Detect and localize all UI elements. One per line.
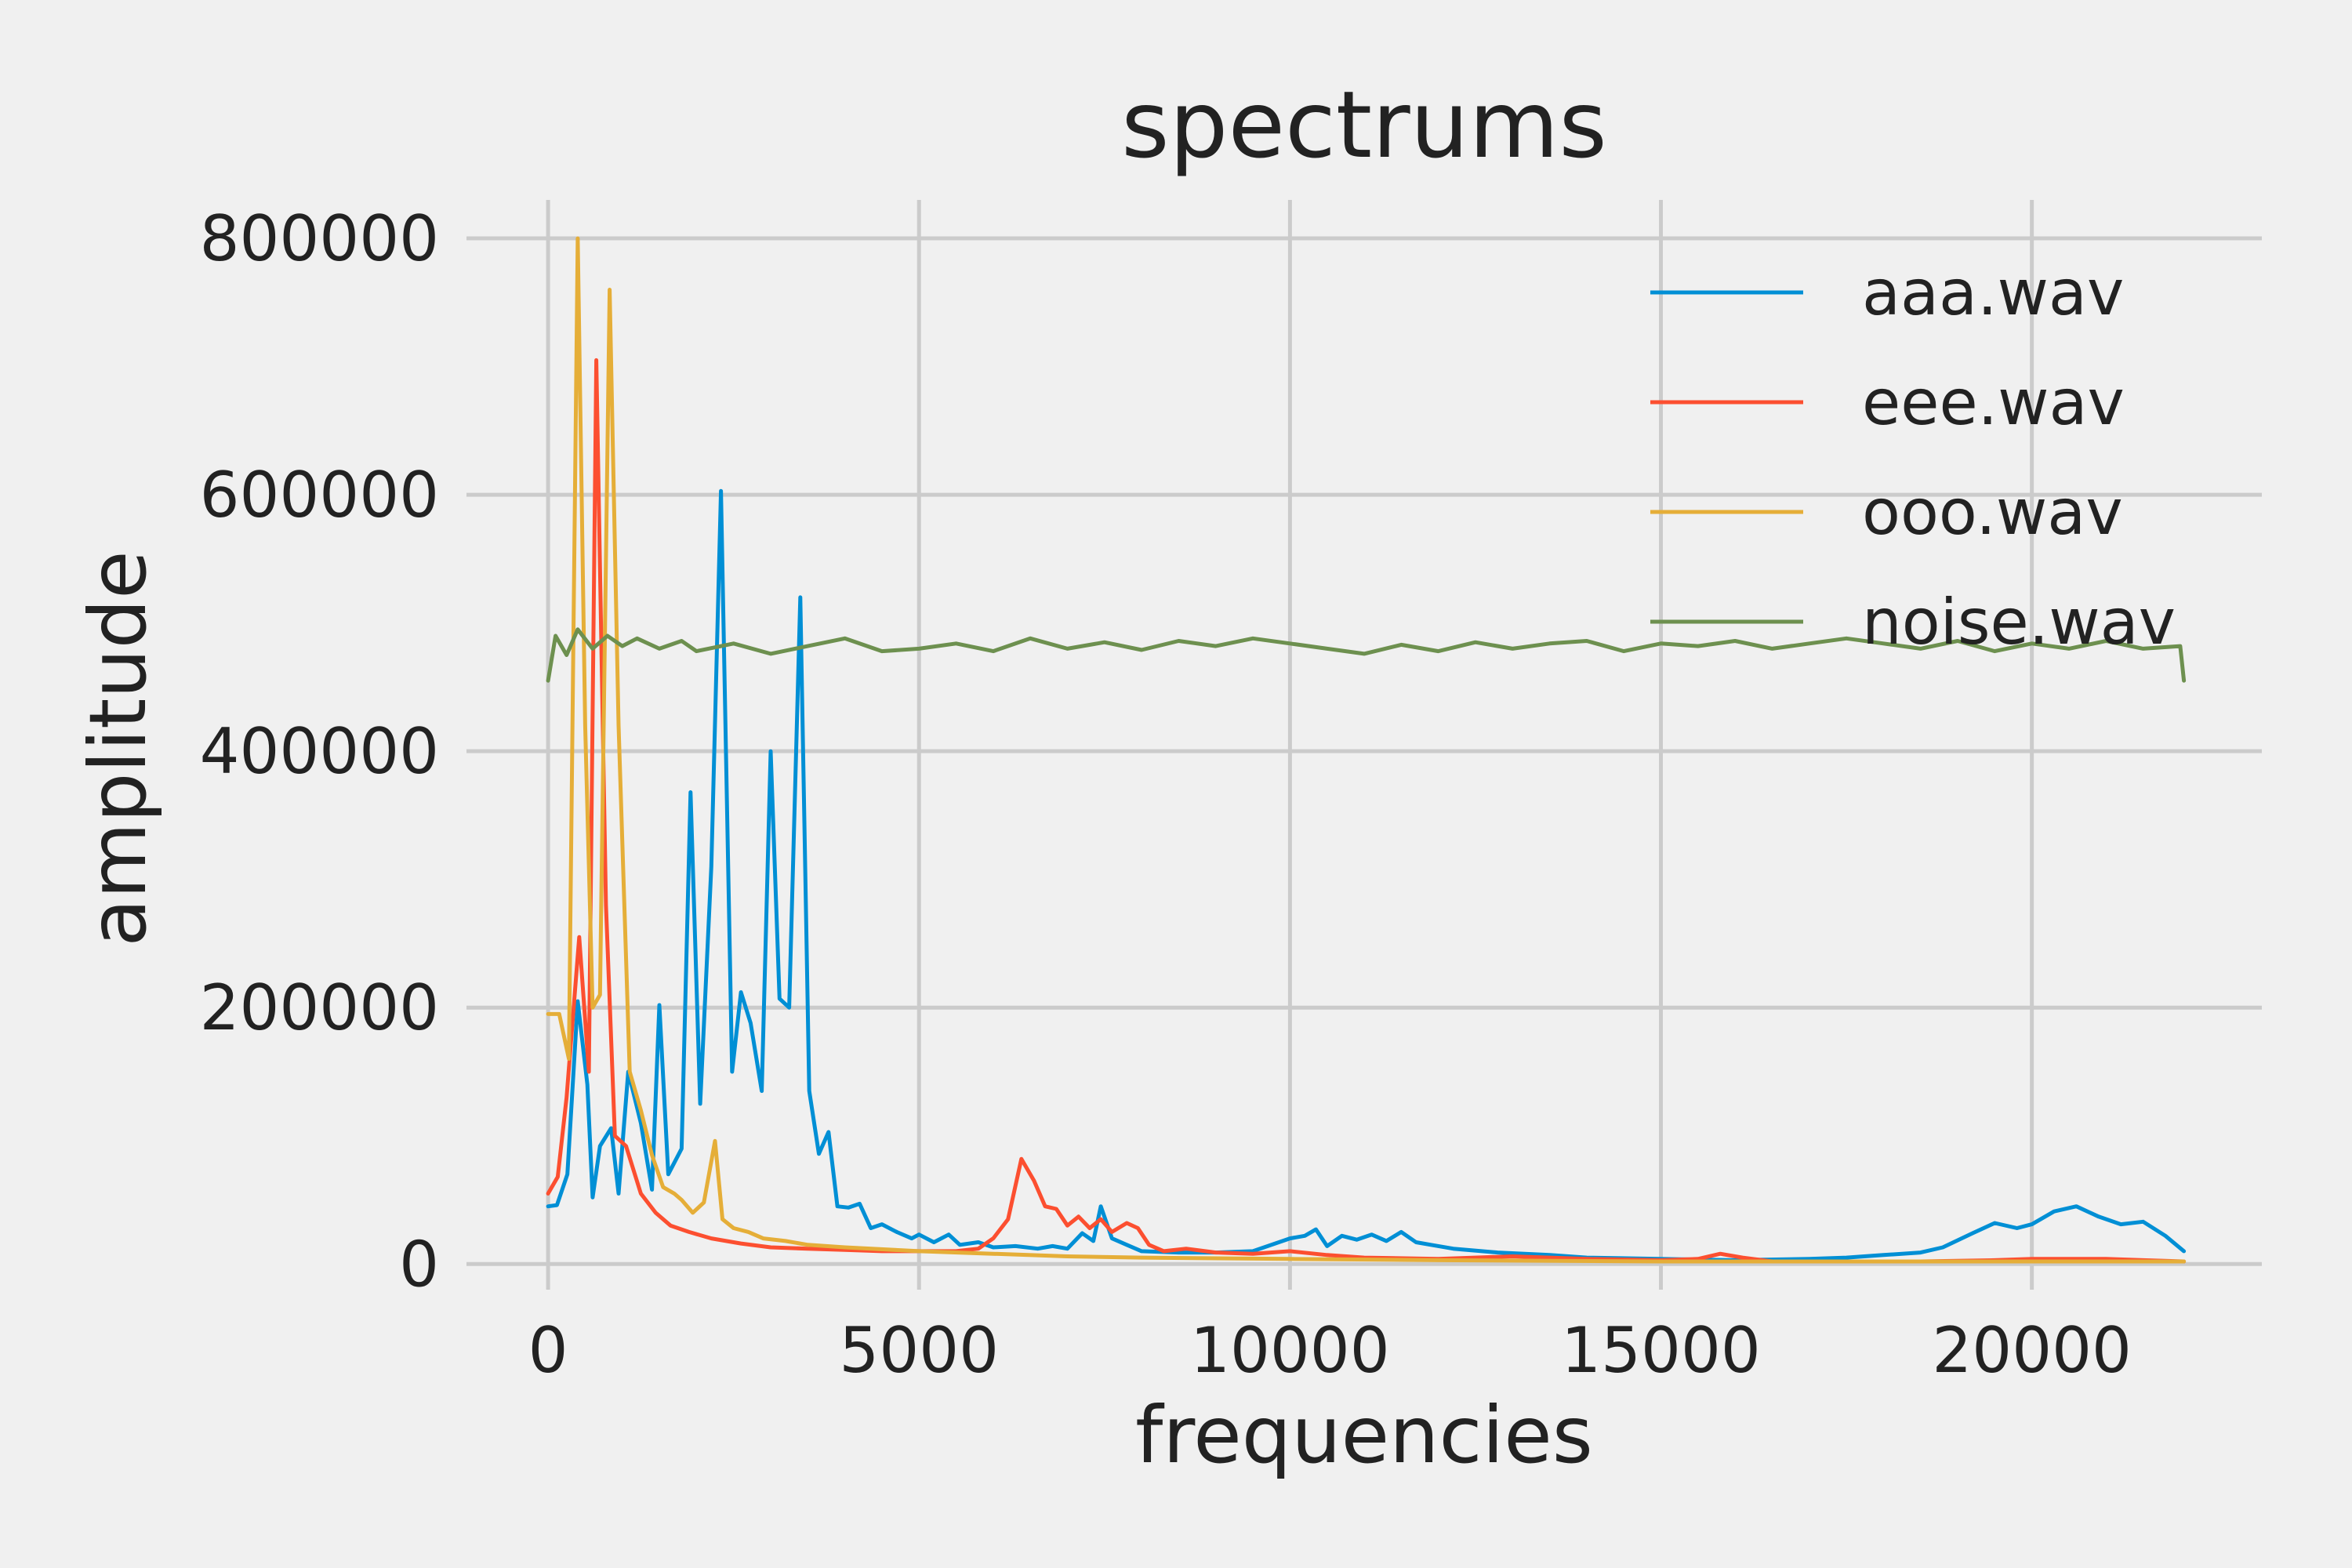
series-line-noise-wav [546, 627, 2187, 683]
legend: aaa.wav eee.wav ooo.wav noise.wav [1650, 256, 2176, 659]
series-lines [546, 236, 2187, 1264]
y-tick-label: 0 [399, 1228, 439, 1301]
x-tick-label: 5000 [839, 1314, 999, 1387]
series-line-aaa-wav [546, 488, 2187, 1262]
legend-label: eee.wav [1862, 366, 2125, 439]
chart-title: spectrums [1121, 71, 1607, 179]
x-tick-label: 20000 [1932, 1314, 2132, 1387]
x-axis-ticks: 0 5000 10000 15000 20000 [528, 1314, 2132, 1387]
gridlines [466, 200, 2262, 1290]
y-tick-label: 800000 [200, 202, 439, 275]
series-line-eee-wav [546, 358, 2187, 1264]
x-tick-label: 10000 [1190, 1314, 1390, 1387]
y-tick-label: 600000 [200, 459, 439, 532]
series-line-ooo-wav [546, 236, 2187, 1264]
x-tick-label: 15000 [1561, 1314, 1761, 1387]
legend-label: aaa.wav [1862, 256, 2124, 329]
legend-label: ooo.wav [1862, 476, 2123, 549]
legend-label: noise.wav [1862, 586, 2176, 659]
y-tick-label: 400000 [200, 715, 439, 788]
y-tick-label: 200000 [200, 971, 439, 1044]
y-axis-ticks: 0 200000 400000 600000 800000 [200, 202, 439, 1301]
y-axis-label: amplitude [72, 550, 164, 946]
x-axis-label: frequencies [1135, 1389, 1593, 1481]
x-tick-label: 0 [528, 1314, 568, 1387]
